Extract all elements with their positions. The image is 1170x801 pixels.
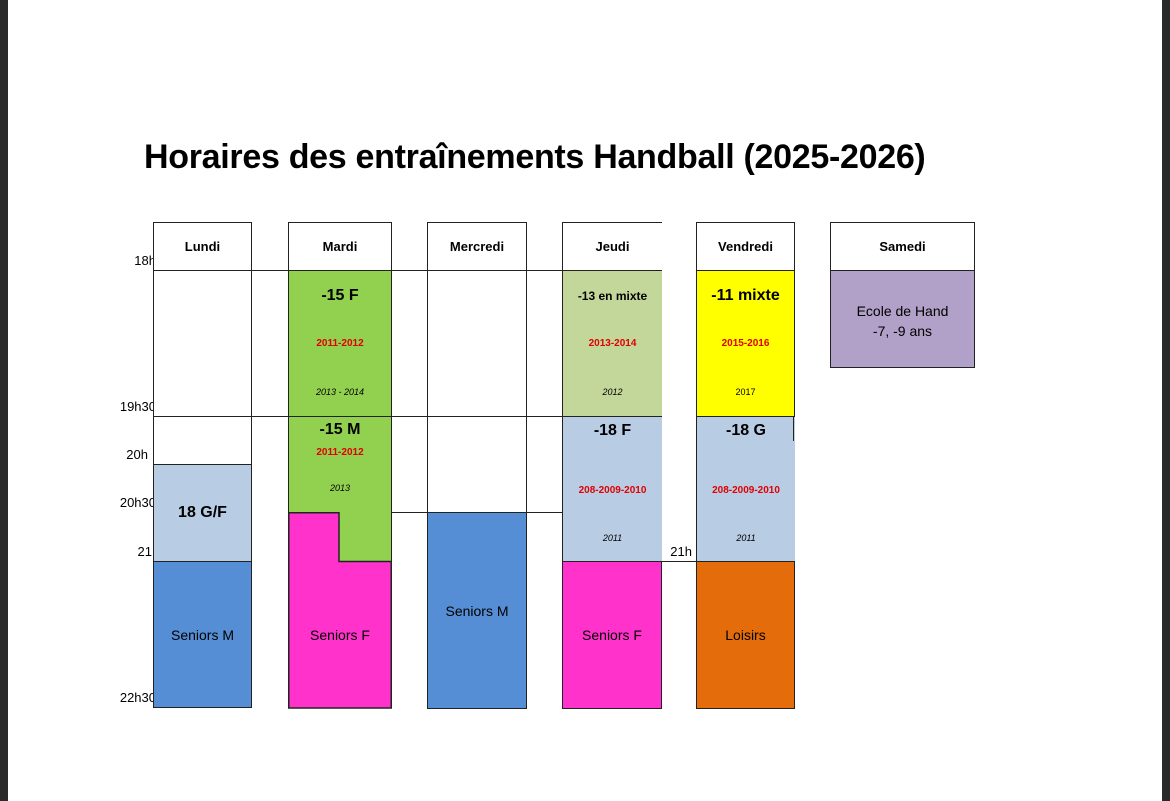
slot-jeudi-seniors-f: Seniors F: [562, 561, 662, 709]
slot-mercredi-seniors-m: Seniors M: [427, 512, 527, 709]
grid-line-18h: [153, 270, 662, 271]
slot-label: 18 G/F: [178, 504, 227, 521]
slot-label: Ecole de Hand: [856, 303, 949, 319]
slot-years: 2011-2012: [316, 447, 364, 458]
slot-label: Loisirs: [725, 627, 766, 643]
slot-extra-years: 2011: [602, 533, 623, 543]
lundi-empty-slot: [153, 270, 252, 465]
slot-jeudi-18f: -18 F 208-2009-2010 2011: [562, 416, 662, 562]
day-header-samedi: Samedi: [830, 222, 975, 271]
page-title: Horaires des entraînements Handball (202…: [144, 138, 926, 176]
time-20h30: 20h30: [119, 495, 156, 510]
grid-line-19h30: [153, 416, 662, 417]
day-header-jeudi: Jeudi: [562, 222, 662, 271]
slot-label: -18 G: [725, 422, 766, 439]
slot-label: -15 M: [319, 421, 361, 438]
time-20h: 20h: [126, 447, 148, 462]
slot-label: Seniors M: [445, 602, 509, 619]
day-header-vendredi: Vendredi: [696, 222, 795, 271]
slot-extra-years: 2017: [735, 387, 756, 397]
day-header-lundi: Lundi: [153, 222, 252, 271]
slot-years: 208-2009-2010: [712, 485, 780, 496]
slot-extra-years: 2013: [329, 483, 351, 493]
day-label-vendredi: Vendredi: [718, 239, 773, 254]
slot-label: Seniors F: [310, 627, 370, 643]
page: Horaires des entraînements Handball (202…: [8, 0, 1162, 801]
slot-extra-years: 2011: [736, 533, 756, 543]
slot-label: Seniors F: [582, 627, 642, 643]
time-18h: 18h: [134, 253, 156, 268]
slot-lundi-seniors-m: Seniors M: [153, 561, 252, 708]
grid-line-21h-friday: [662, 561, 696, 562]
slot-label: -13 en mixte: [577, 289, 648, 303]
slot-label: Seniors M: [170, 626, 235, 643]
day-label-lundi: Lundi: [184, 239, 221, 254]
slot-years: 2011-2012: [316, 338, 364, 349]
slot-years: 2015-2016: [721, 338, 770, 349]
slot-samedi-ecole-de-hand: Ecole de Hand -7, -9 ans: [830, 270, 975, 368]
slot-sub-label: -7, -9 ans: [872, 323, 933, 339]
slot-years: 208-2009-2010: [578, 485, 647, 496]
mercredi-empty-slot: [427, 270, 527, 514]
slot-vendredi-loisirs: Loisirs: [696, 561, 795, 709]
vendredi-right-border-stub: [793, 416, 794, 441]
slot-label: -18 F: [593, 422, 632, 439]
day-label-samedi: Samedi: [879, 239, 926, 254]
day-label-mardi: Mardi: [322, 239, 358, 254]
time-19h30: 19h30: [119, 399, 156, 414]
time-21: 21: [137, 544, 152, 559]
slot-mardi-15f: -15 F 2011-2012 2013 - 2014: [288, 270, 392, 417]
grid-line-20h30-mid: [392, 512, 562, 513]
slot-label: -11 mixte: [711, 287, 780, 304]
day-header-mercredi: Mercredi: [427, 222, 527, 271]
slot-mardi-seniors-f: Seniors F: [288, 512, 392, 709]
day-label-mercredi: Mercredi: [449, 239, 505, 254]
slot-vendredi-11-mixte: -11 mixte 2015-2016 2017: [696, 270, 795, 417]
slot-jeudi-13-mixte: -13 en mixte 2013-2014 2012: [562, 270, 662, 417]
day-header-mardi: Mardi: [288, 222, 392, 271]
time-21h-friday: 21h: [670, 544, 692, 559]
slot-lundi-18gf: 18 G/F: [153, 464, 252, 562]
day-label-jeudi: Jeudi: [595, 239, 630, 254]
slot-label: -15 F: [321, 287, 359, 304]
slot-vendredi-18g: -18 G 208-2009-2010 2011: [696, 416, 795, 562]
slot-extra-years: 2012: [602, 387, 623, 397]
slot-extra-years: 2013 - 2014: [315, 387, 365, 397]
slot-years: 2013-2014: [588, 338, 637, 349]
time-22h30: 22h30: [119, 690, 156, 705]
